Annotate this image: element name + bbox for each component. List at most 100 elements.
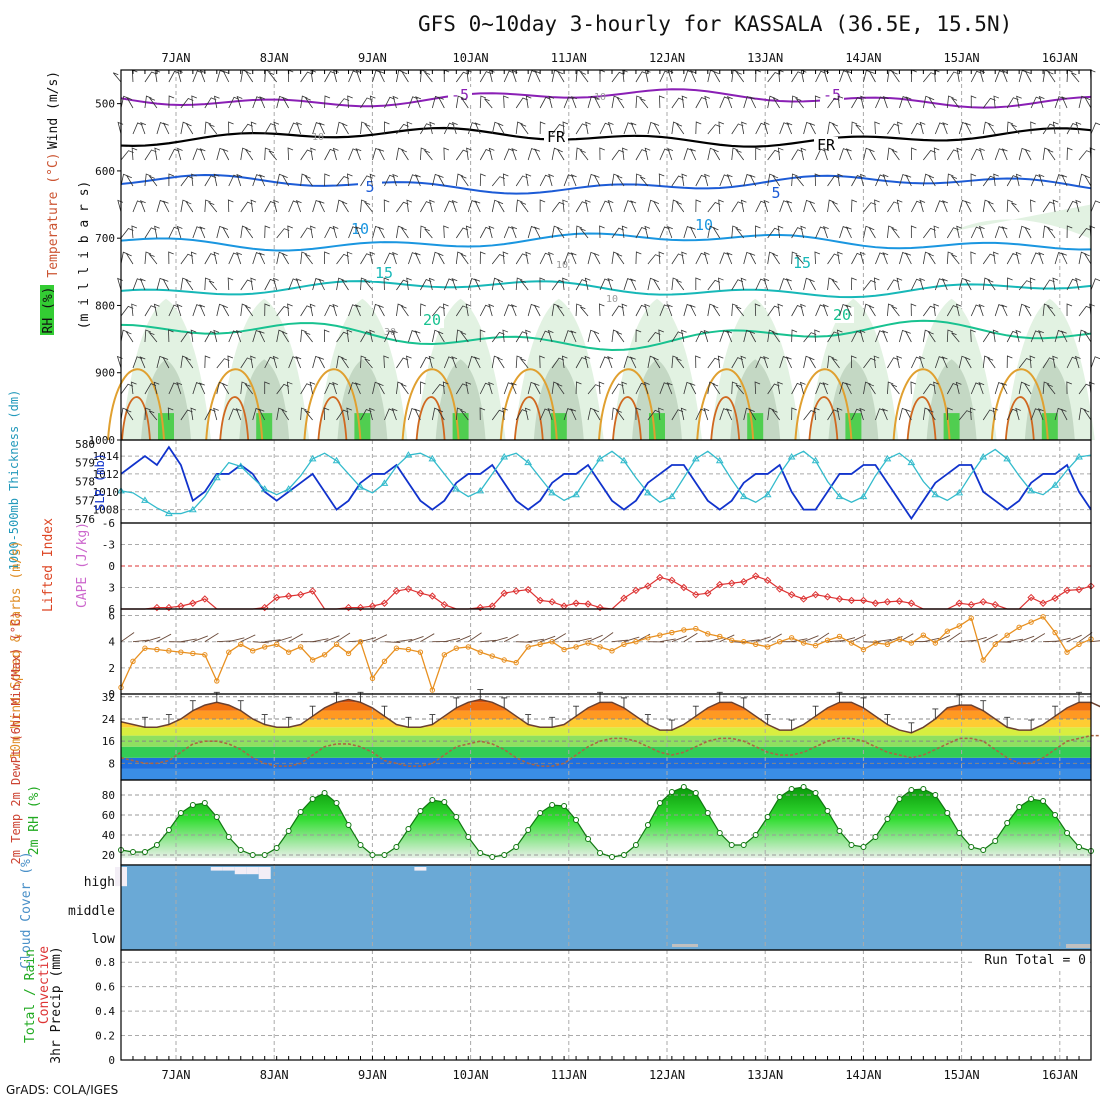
wind-barb bbox=[310, 225, 316, 239]
precip-tick-label: 0 bbox=[108, 1054, 115, 1067]
wind-barb bbox=[324, 71, 336, 83]
wind10m-marker bbox=[669, 629, 675, 636]
li-marker bbox=[548, 598, 556, 606]
wind-barb bbox=[240, 303, 248, 317]
wind-barb bbox=[204, 175, 217, 187]
wind-barb bbox=[199, 70, 206, 83]
rh2m-marker bbox=[165, 827, 172, 833]
wind-barb bbox=[556, 148, 565, 161]
wind-barb bbox=[712, 148, 721, 161]
wind-barb bbox=[383, 277, 390, 291]
wind-barb bbox=[755, 69, 762, 83]
precip-frame bbox=[120, 949, 1092, 1061]
wind-barb bbox=[144, 71, 157, 83]
wind-barb bbox=[1038, 252, 1045, 265]
wind-barb bbox=[303, 331, 313, 343]
wind-barb bbox=[154, 147, 160, 161]
wind-barb bbox=[204, 408, 216, 421]
wind-barb bbox=[240, 201, 253, 213]
wind-barb bbox=[707, 279, 721, 291]
wind-barb bbox=[987, 123, 996, 135]
rh2m-marker bbox=[644, 822, 651, 828]
bottom-day-label: 8JAN bbox=[260, 1068, 289, 1082]
temp-band bbox=[121, 768, 1091, 780]
wind-barb bbox=[474, 122, 481, 135]
wind-barb bbox=[827, 331, 840, 343]
wind-barb bbox=[400, 227, 409, 239]
wind10m-marker bbox=[621, 641, 627, 648]
wind-barb bbox=[539, 277, 546, 291]
wind-barb bbox=[993, 95, 1000, 109]
wind-barb bbox=[309, 303, 316, 317]
wind-barb bbox=[717, 355, 724, 369]
wind-barb bbox=[635, 71, 648, 83]
wind-barb bbox=[502, 407, 508, 421]
run-total-bg bbox=[975, 951, 1090, 968]
wind-barb bbox=[533, 226, 541, 239]
cloud-low-label: low bbox=[92, 932, 116, 947]
wind-barb bbox=[510, 382, 517, 395]
li-marker bbox=[189, 599, 197, 607]
cloud-high-gap bbox=[414, 867, 427, 871]
wind-barb bbox=[1042, 123, 1056, 135]
wind-barb bbox=[905, 96, 912, 109]
li-marker bbox=[835, 595, 844, 603]
wind-barb bbox=[377, 304, 385, 317]
rh2m-marker bbox=[489, 854, 496, 860]
wind-barb bbox=[734, 305, 745, 317]
wind-barb bbox=[635, 382, 647, 395]
wind-barb bbox=[496, 357, 505, 369]
wind-barb bbox=[185, 201, 194, 213]
wind-barb bbox=[240, 225, 248, 239]
pressure-tick-label: 800 bbox=[95, 299, 115, 312]
wind-barb bbox=[1042, 279, 1055, 291]
wind10m-barb bbox=[599, 632, 614, 643]
wind-barb bbox=[336, 98, 350, 109]
wind-barb bbox=[964, 356, 972, 369]
wind-barb bbox=[400, 383, 409, 395]
wind-barb bbox=[1001, 226, 1008, 239]
li-marker bbox=[811, 590, 820, 599]
wind-barb bbox=[148, 97, 158, 109]
wind-barb bbox=[1060, 252, 1068, 265]
wind-barb bbox=[281, 409, 289, 421]
wind-barb bbox=[1042, 303, 1050, 317]
wind-barb bbox=[611, 71, 625, 83]
wind-barb bbox=[767, 251, 775, 265]
wind-barb bbox=[131, 381, 137, 395]
wind10m-barb bbox=[468, 632, 482, 643]
wind-barb bbox=[131, 225, 138, 239]
wind-barb bbox=[791, 173, 798, 187]
slp-axis-label: SLP (mb) bbox=[93, 453, 107, 511]
wind-barb bbox=[300, 71, 313, 83]
contour-label: 15 bbox=[793, 254, 811, 272]
wind-barb bbox=[982, 199, 991, 213]
wind-barb bbox=[488, 147, 495, 161]
wind-barb bbox=[808, 356, 816, 369]
wind-barb bbox=[1083, 409, 1092, 421]
wind-barb bbox=[910, 147, 917, 161]
wind10m-barb bbox=[120, 632, 135, 643]
rh2m-marker bbox=[764, 814, 771, 820]
wind-barb bbox=[126, 96, 134, 109]
rh2m-marker bbox=[1004, 820, 1011, 826]
top-day-label: 12JAN bbox=[649, 51, 685, 65]
wind-barb bbox=[822, 304, 829, 317]
wind-barb bbox=[460, 253, 469, 265]
wind-barb bbox=[639, 176, 649, 187]
wind-barb bbox=[599, 225, 605, 239]
wind-barb bbox=[533, 382, 541, 395]
wind-barb bbox=[647, 332, 661, 343]
wind-barb bbox=[786, 122, 793, 135]
wind10m-marker bbox=[657, 632, 663, 638]
wind-barb bbox=[855, 124, 864, 135]
wind-barb bbox=[868, 148, 876, 161]
wind-barb bbox=[154, 225, 160, 239]
wind10m-barb bbox=[587, 634, 603, 643]
wind-barb bbox=[281, 174, 290, 187]
wind-barb bbox=[887, 123, 900, 135]
wind-barb bbox=[360, 277, 367, 291]
wind-barb bbox=[887, 201, 900, 213]
wind-barb bbox=[515, 277, 523, 291]
wind-barb bbox=[808, 278, 816, 291]
